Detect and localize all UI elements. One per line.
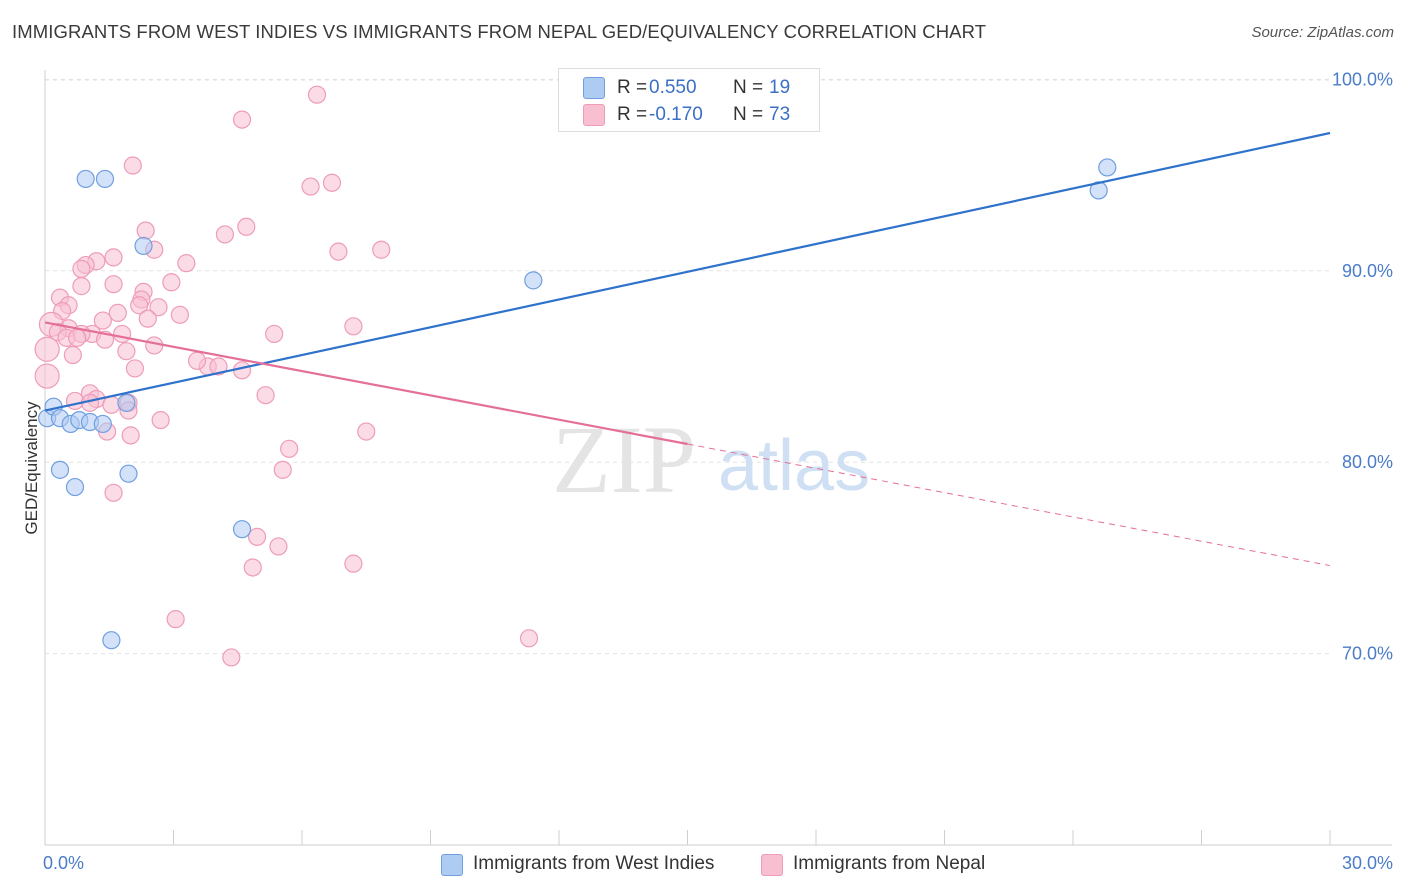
point-west-indies <box>50 460 70 479</box>
y-axis-label: GED/Equivalency <box>22 401 41 535</box>
point-nepal <box>117 342 136 361</box>
point-nepal <box>112 324 132 344</box>
legend: R = 0.550 N = 19 R = -0.170 N = 73 <box>558 68 820 132</box>
point-nepal <box>177 254 196 273</box>
legend-r-label: R = <box>617 104 648 125</box>
legend-swatch-west-indies <box>583 77 605 99</box>
point-nepal <box>104 275 123 294</box>
axis-labels: GED/Equivalency 70.0% 80.0% 90.0% 100.0% 0.0… <box>22 69 1393 873</box>
point-nepal <box>93 311 112 330</box>
trend-line-nepal <box>44 321 688 446</box>
point-nepal <box>301 177 320 196</box>
point-nepal <box>149 298 168 317</box>
point-nepal <box>108 303 127 323</box>
legend-n-value: 19 <box>769 77 791 98</box>
point-nepal <box>162 273 181 292</box>
legend-n-value: 73 <box>769 104 791 125</box>
point-nepal <box>145 336 164 355</box>
bottom-legend-swatch-west-indies <box>441 854 463 876</box>
point-west-indies <box>93 414 112 434</box>
point-nepal <box>72 259 91 278</box>
legend-swatch-nepal <box>583 104 605 126</box>
x-tick-label: 0.0% <box>43 853 84 873</box>
y-tick-label: 100.0% <box>1332 69 1393 89</box>
point-nepal <box>280 439 299 458</box>
point-nepal <box>104 483 123 502</box>
point-nepal <box>265 324 284 344</box>
point-nepal <box>344 554 363 573</box>
point-west-indies <box>134 236 153 256</box>
point-nepal <box>329 242 348 261</box>
point-nepal <box>322 173 342 192</box>
bottom-legend-label: Immigrants from West Indies <box>473 853 715 874</box>
point-nepal <box>102 395 121 414</box>
point-west-indies <box>117 393 136 412</box>
point-west-indies <box>524 271 543 290</box>
point-west-indies <box>1098 158 1117 177</box>
point-nepal <box>72 277 91 296</box>
watermark: ZIP atlas <box>552 406 870 513</box>
legend-r-value: -0.170 <box>649 104 703 125</box>
point-nepal <box>130 296 149 315</box>
point-nepal <box>34 363 60 389</box>
point-nepal <box>247 527 267 546</box>
point-west-indies <box>76 169 95 189</box>
point-west-indies <box>102 631 121 650</box>
point-nepal <box>209 357 228 376</box>
point-nepal <box>256 386 275 405</box>
point-nepal <box>215 225 234 244</box>
point-nepal <box>136 221 155 240</box>
point-nepal <box>104 248 123 267</box>
point-nepal <box>166 610 185 629</box>
point-nepal <box>138 309 157 328</box>
trend-line-west-indies <box>44 131 1331 412</box>
point-nepal <box>372 240 391 259</box>
trend-line-nepal-dashed <box>687 443 1331 567</box>
point-nepal <box>65 391 85 411</box>
source-credit: Source: ZipAtlas.com <box>1251 24 1394 41</box>
legend-n-label: N = <box>733 104 764 125</box>
point-nepal <box>232 110 252 129</box>
legend-r-label: R = <box>617 77 648 98</box>
point-nepal <box>187 351 207 370</box>
x-tick-label: 30.0% <box>1342 853 1393 873</box>
point-nepal <box>344 317 363 336</box>
legend-n-label: N = <box>733 77 764 98</box>
bottom-legend-swatch-nepal <box>761 854 783 876</box>
bottom-legend-label: Immigrants from Nepal <box>793 853 986 874</box>
watermark-atlas: atlas <box>718 426 870 506</box>
point-nepal <box>34 336 60 362</box>
point-nepal <box>170 305 190 324</box>
point-west-indies <box>232 520 252 539</box>
data-points <box>34 85 1117 667</box>
point-west-indies <box>65 477 85 497</box>
point-west-indies <box>95 169 115 189</box>
axes <box>44 70 1392 846</box>
point-nepal <box>273 460 292 479</box>
point-nepal <box>519 629 539 648</box>
point-nepal <box>125 359 145 378</box>
point-nepal <box>63 345 82 365</box>
point-nepal <box>222 648 241 667</box>
point-nepal <box>121 426 140 445</box>
legend-r-value: 0.550 <box>649 77 697 98</box>
point-west-indies <box>119 464 138 483</box>
y-tick-label: 90.0% <box>1342 261 1393 281</box>
point-nepal <box>269 537 288 556</box>
point-nepal <box>68 328 87 347</box>
point-nepal <box>123 156 142 175</box>
y-tick-label: 70.0% <box>1342 644 1393 664</box>
point-nepal <box>243 558 262 577</box>
y-tick-label: 80.0% <box>1342 452 1393 472</box>
point-nepal <box>151 410 170 430</box>
point-nepal <box>307 85 327 104</box>
point-nepal <box>237 217 256 236</box>
trend-lines <box>44 131 1331 567</box>
point-nepal <box>357 422 376 441</box>
chart-title: IMMIGRANTS FROM WEST INDIES VS IMMIGRANT… <box>12 21 987 42</box>
